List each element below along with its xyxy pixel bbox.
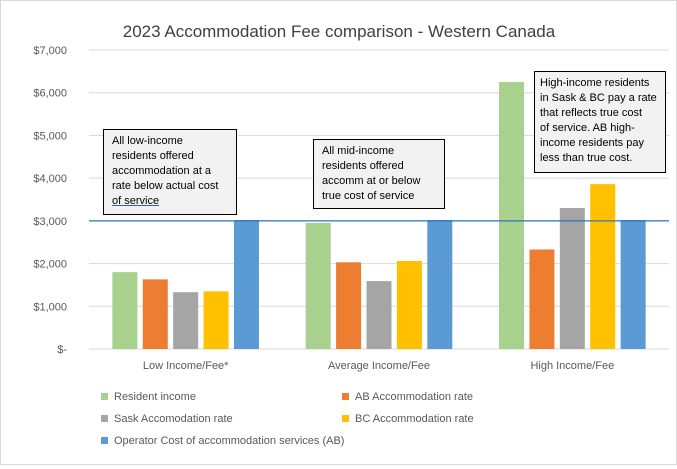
legend-label: Resident income bbox=[114, 391, 196, 403]
callout-mid-line-3: accomm at or below bbox=[322, 175, 421, 187]
bar bbox=[529, 249, 555, 349]
bar bbox=[203, 291, 229, 349]
callout-high-income: High-income residents in Sask & BC pay a… bbox=[534, 71, 666, 173]
y-tick-label: $6,000 bbox=[33, 88, 67, 100]
legend-swatch-operator-cost bbox=[101, 437, 108, 444]
callout-mid-line-2: residents offered bbox=[322, 160, 404, 172]
callout-low-income: All low-income residents offered accommo… bbox=[103, 129, 237, 215]
y-tick-label: $3,000 bbox=[33, 216, 67, 228]
y-tick-label: $2,000 bbox=[33, 259, 67, 271]
bar bbox=[233, 220, 259, 349]
callout-mid-line-4: true cost of service bbox=[322, 190, 415, 202]
bar bbox=[559, 208, 585, 349]
x-tick-label: High Income/Fee bbox=[530, 360, 614, 372]
legend-label: BC Accommodation rate bbox=[355, 413, 474, 425]
bar bbox=[620, 220, 646, 349]
callout-low-line-3: accommodation at a bbox=[112, 165, 212, 177]
callout-mid-line-1: All mid-income bbox=[322, 145, 395, 157]
y-tick-label: $7,000 bbox=[33, 45, 67, 57]
legend-entry-resident-income: Resident income bbox=[101, 390, 196, 404]
x-tick-label: Average Income/Fee bbox=[328, 360, 430, 372]
legend-label: Sask Accomodation rate bbox=[114, 413, 233, 425]
legend-swatch-sask-rate bbox=[101, 415, 108, 422]
callout-mid-income: All mid-income residents offered accomm … bbox=[313, 139, 445, 209]
y-tick-label: $1,000 bbox=[33, 301, 67, 313]
bar bbox=[112, 272, 138, 349]
bar bbox=[427, 220, 453, 349]
callout-high-line-6: less than true cost. bbox=[540, 152, 633, 164]
callout-high-line-3: that reflects true cost bbox=[540, 107, 643, 119]
callout-high-line-5: income residents pay bbox=[540, 137, 644, 149]
bar bbox=[142, 279, 168, 349]
y-tick-label: $5,000 bbox=[33, 130, 67, 142]
chart-title: 2023 Accommodation Fee comparison - West… bbox=[123, 22, 556, 41]
bar bbox=[590, 184, 616, 349]
bar bbox=[499, 82, 525, 350]
legend-entry-bc-rate: BC Accommodation rate bbox=[342, 412, 474, 426]
callout-high-line-2: in Sask & BC pay a rate bbox=[540, 92, 657, 104]
bar bbox=[366, 281, 392, 349]
legend-swatch-ab-rate bbox=[342, 393, 349, 400]
bar bbox=[305, 222, 331, 349]
y-tick-label: $- bbox=[57, 344, 67, 356]
legend-label: AB Accommodation rate bbox=[355, 391, 474, 403]
legend-entry-operator-cost: Operator Cost of accommodation services … bbox=[101, 434, 344, 448]
bar bbox=[396, 261, 422, 349]
bar bbox=[336, 262, 362, 349]
callout-low-line-2: residents offered bbox=[112, 150, 194, 162]
legend-entry-sask-rate: Sask Accomodation rate bbox=[101, 412, 233, 426]
bar bbox=[173, 292, 199, 349]
legend-label: Operator Cost of accommodation services … bbox=[114, 435, 345, 447]
callout-high-line-4: of service. AB high- bbox=[540, 122, 635, 134]
legend-swatch-bc-rate bbox=[342, 415, 349, 422]
x-tick-label: Low Income/Fee* bbox=[143, 360, 229, 372]
legend-swatch-resident-income bbox=[101, 393, 108, 400]
callout-low-line-1: All low-income bbox=[112, 135, 183, 147]
y-tick-label: $4,000 bbox=[33, 173, 67, 185]
legend-entry-ab-rate: AB Accommodation rate bbox=[342, 390, 473, 404]
callout-low-line-4: rate below actual cost bbox=[112, 180, 219, 192]
callout-high-line-1: High-income residents bbox=[540, 77, 650, 89]
callout-low-line-5: of service bbox=[112, 195, 160, 207]
